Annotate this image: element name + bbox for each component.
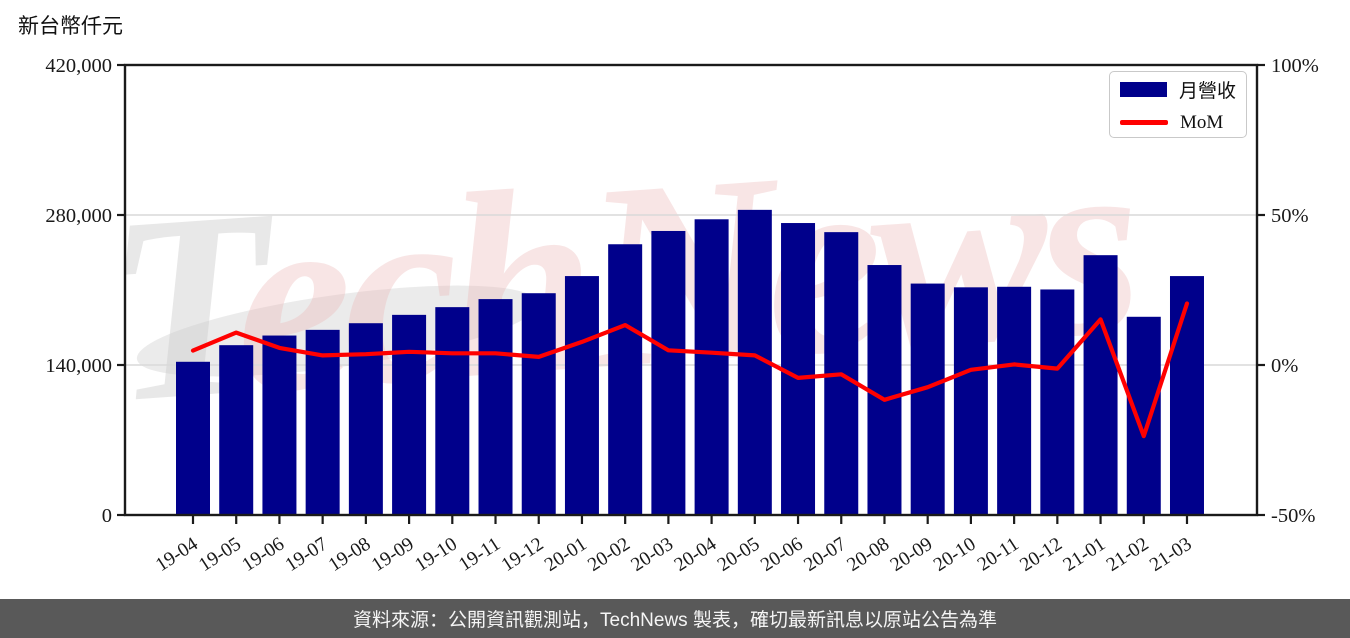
x-tick-label-20-11: 20-11 (974, 534, 1023, 576)
left-tick-label-420000: 420,000 (45, 55, 112, 77)
bar-21-02 (1126, 316, 1161, 515)
legend-item-mom: MoM (1120, 112, 1236, 134)
chart-legend: 月營收 MoM (1109, 71, 1247, 138)
x-tick-label-20-08: 20-08 (844, 534, 894, 576)
bar-21-03 (1169, 276, 1204, 515)
right-tick-label-100: 100% (1271, 55, 1319, 77)
x-tick-label-21-03: 21-03 (1146, 534, 1196, 576)
source-footer: 資料來源：公開資訊觀測站，TechNews 製表，確切最新訊息以原站公告為準 (0, 599, 1350, 638)
bar-21-01 (1083, 255, 1118, 515)
bar-19-09 (392, 314, 427, 515)
right-tick-label--50: -50% (1271, 505, 1315, 527)
plot-border (123, 63, 1259, 517)
x-tick-label-19-11: 19-11 (455, 534, 504, 576)
x-tick-label-20-09: 20-09 (887, 534, 937, 576)
bar-20-06 (781, 223, 816, 516)
bar-19-10 (435, 307, 470, 515)
left-tick-label-0: 0 (102, 505, 112, 527)
x-tick-label-19-04: 19-04 (152, 533, 202, 576)
bar-20-02 (608, 244, 643, 515)
revenue-bar-swatch (1120, 81, 1167, 97)
x-tick-label-20-05: 20-05 (714, 534, 764, 576)
bar-20-09 (910, 283, 945, 515)
x-tick-label-19-05: 19-05 (195, 534, 245, 576)
x-tick-label-21-01: 21-01 (1060, 534, 1110, 576)
x-tick-label-20-03: 20-03 (628, 534, 678, 576)
bar-19-04 (176, 361, 210, 515)
bar-20-12 (1040, 289, 1075, 515)
x-tick-label-19-07: 19-07 (282, 533, 332, 576)
bar-20-01 (564, 276, 599, 515)
right-tick-label-50: 50% (1271, 205, 1309, 227)
x-tick-label-20-02: 20-02 (584, 534, 634, 576)
bar-19-11 (478, 299, 513, 515)
x-tick-label-20-01: 20-01 (541, 534, 591, 576)
x-tick-label-20-12: 20-12 (1016, 534, 1066, 576)
x-tick-label-19-06: 19-06 (239, 533, 289, 576)
x-tick-label-19-09: 19-09 (368, 534, 418, 576)
right-tick-label-0: 0% (1271, 355, 1298, 377)
left-tick-label-280000: 280,000 (45, 205, 112, 227)
x-tick-label-21-02: 21-02 (1103, 534, 1153, 576)
x-tick-label-19-08: 19-08 (325, 534, 375, 576)
bar-19-12 (521, 293, 556, 515)
bar-19-06 (262, 335, 297, 515)
x-tick-label-19-10: 19-10 (411, 534, 461, 576)
bar-19-05 (219, 345, 254, 515)
x-tick-label-19-12: 19-12 (498, 534, 548, 576)
bar-20-11 (997, 286, 1032, 515)
x-tick-label-20-10: 20-10 (930, 534, 980, 576)
legend-label-revenue: 月營收 (1178, 80, 1236, 102)
bar-19-07 (305, 329, 340, 515)
mom-line (190, 301, 1190, 439)
bar-20-08 (867, 265, 902, 515)
bar-20-04 (694, 219, 729, 516)
bar-20-10 (953, 287, 988, 515)
x-tick-label-20-04: 20-04 (671, 533, 721, 576)
chart-plot-area: 0 140,000 280,000 420,000 -50% 0% 50% 100% 19-04… (45, 55, 1319, 576)
source-footer-text: 資料來源：公開資訊觀測站，TechNews 製表，確切最新訊息以原站公告為準 (353, 610, 997, 631)
mom-line-swatch (1120, 120, 1168, 125)
x-tick-label-20-07: 20-07 (800, 533, 850, 576)
left-axis-unit-label: 新台幣仟元 (18, 14, 123, 38)
legend-label-mom: MoM (1180, 111, 1224, 133)
x-tick-label-20-06: 20-06 (757, 533, 807, 576)
bar-20-03 (651, 230, 686, 515)
left-tick-label-140000: 140,000 (45, 355, 112, 377)
legend-item-revenue: 月營收 (1120, 76, 1236, 103)
